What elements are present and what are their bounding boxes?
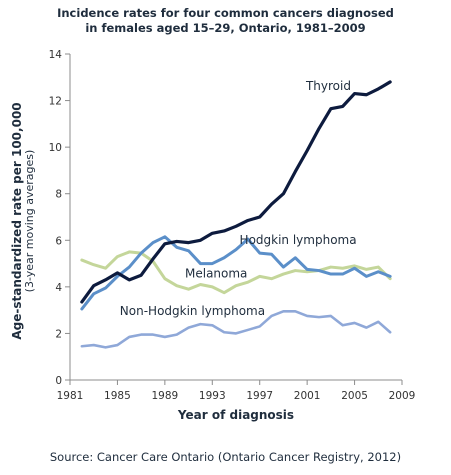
y-tick-label: 14 <box>49 49 63 61</box>
series-label-hodgkin-lymphoma: Hodgkin lymphoma <box>240 233 357 247</box>
x-tick-label: 1997 <box>246 390 273 402</box>
y-tick-label: 4 <box>55 282 62 294</box>
y-axis-subtitle: (3-year moving averages) <box>23 150 36 293</box>
y-tick-label: 6 <box>55 235 62 247</box>
y-tick-label: 0 <box>55 375 62 387</box>
x-tick-label: 1993 <box>199 390 226 402</box>
series-line-non-hodgkin-lymphoma <box>80 310 392 349</box>
source-note: Source: Cancer Care Ontario (Ontario Can… <box>49 450 402 464</box>
x-tick-label: 1985 <box>104 390 131 402</box>
x-tick-label: 1981 <box>57 390 84 402</box>
series-labels: Thyroid Hodgkin lymphoma Melanoma Non-Hodgk… <box>120 79 357 318</box>
y-tick-label: 10 <box>49 142 62 154</box>
x-tick-label: 2001 <box>294 390 321 402</box>
series-line-hodgkin-lymphoma <box>80 235 392 311</box>
y-tick-label: 8 <box>55 189 62 201</box>
x-axis-ticks: 1981 1985 1989 1993 1997 2001 2005 2009 <box>57 380 416 402</box>
series-line-melanoma <box>80 250 392 295</box>
y-tick-label: 2 <box>55 328 62 340</box>
series-line-thyroid <box>80 80 392 304</box>
line-chart: 0 2 4 6 8 10 12 14 1981 1985 1989 1993 1997 2001 2005… <box>10 49 416 422</box>
y-axis-title: Age-standardized rate per 100,000 <box>10 102 24 339</box>
series-label-thyroid: Thyroid <box>305 79 351 93</box>
series-label-non-hodgkin-lymphoma: Non-Hodgkin lymphoma <box>120 304 265 318</box>
y-tick-label: 12 <box>49 96 62 108</box>
y-axis-ticks: 0 2 4 6 8 10 12 14 <box>49 49 70 387</box>
chart-title-line-2: in females aged 15–29, Ontario, 1981–200… <box>85 21 366 35</box>
x-axis-title: Year of diagnosis <box>177 408 294 422</box>
x-tick-label: 1989 <box>151 390 178 402</box>
axes <box>69 54 402 381</box>
x-tick-label: 2009 <box>389 390 416 402</box>
chart-title: Incidence rates for four common cancers … <box>0 6 451 36</box>
chart-title-line-1: Incidence rates for four common cancers … <box>57 6 394 20</box>
series-label-melanoma: Melanoma <box>185 267 247 281</box>
series-lines <box>80 80 392 349</box>
x-tick-label: 2005 <box>341 390 368 402</box>
